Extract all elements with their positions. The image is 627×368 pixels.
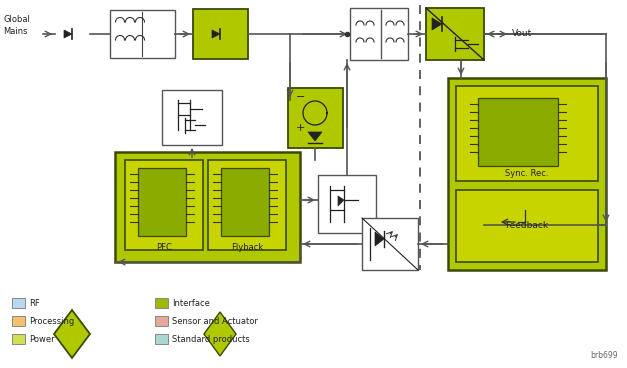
Text: RF: RF — [29, 298, 40, 308]
Bar — [288, 88, 343, 148]
Text: Processing: Processing — [29, 316, 74, 326]
Bar — [155, 316, 168, 326]
Text: Global
Mains: Global Mains — [3, 15, 30, 36]
Polygon shape — [308, 132, 322, 141]
Bar — [115, 152, 300, 262]
Bar — [362, 218, 418, 270]
Bar — [456, 86, 598, 181]
Bar — [318, 175, 376, 233]
Bar — [162, 90, 222, 145]
Polygon shape — [375, 232, 384, 246]
Bar — [208, 160, 286, 250]
Bar — [193, 9, 248, 59]
Bar — [155, 298, 168, 308]
Polygon shape — [338, 196, 344, 206]
Bar — [426, 8, 484, 60]
Bar — [448, 78, 606, 270]
Bar — [12, 334, 25, 344]
Text: Sync. Rec.: Sync. Rec. — [505, 169, 549, 178]
Text: −: − — [296, 92, 305, 102]
Bar — [155, 334, 168, 344]
Text: Flyback: Flyback — [231, 243, 263, 252]
Bar — [12, 298, 25, 308]
Text: Sensor and Actuator: Sensor and Actuator — [172, 316, 258, 326]
Bar — [221, 168, 269, 236]
Polygon shape — [432, 18, 442, 30]
Bar — [12, 316, 25, 326]
Text: brb699: brb699 — [591, 351, 618, 360]
Bar — [138, 168, 186, 236]
Bar — [456, 190, 598, 262]
Bar — [125, 160, 203, 250]
Text: Interface: Interface — [172, 298, 210, 308]
Text: Standard products: Standard products — [172, 335, 250, 343]
Bar — [350, 8, 408, 60]
Text: +: + — [296, 123, 305, 133]
Polygon shape — [64, 30, 72, 38]
Text: Vout: Vout — [512, 29, 532, 39]
Text: PFC: PFC — [156, 243, 172, 252]
Bar — [110, 10, 175, 58]
Bar — [478, 98, 558, 166]
Polygon shape — [54, 310, 90, 358]
Polygon shape — [204, 312, 236, 356]
Text: Power: Power — [29, 335, 55, 343]
Polygon shape — [212, 30, 220, 38]
Text: Feedback: Feedback — [505, 220, 549, 230]
